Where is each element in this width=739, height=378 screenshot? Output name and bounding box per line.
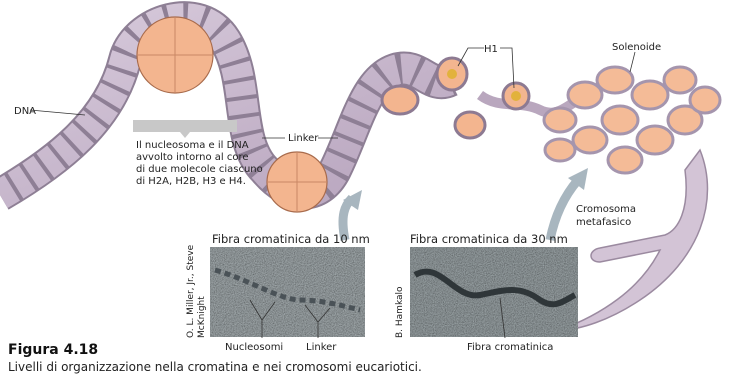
- arrow-head: [343, 190, 362, 210]
- callout-line: Il nucleosoma e il DNA: [136, 140, 249, 151]
- label: Cromosoma: [576, 204, 636, 215]
- leader: [499, 297, 506, 339]
- leader: [261, 301, 276, 321]
- credit: McKnight: [197, 296, 207, 338]
- callout-pointer: [180, 132, 190, 138]
- label: metafasico: [576, 217, 631, 228]
- figure-number: Figura 4.18: [8, 342, 98, 358]
- h1: [511, 91, 521, 101]
- callout-line: di due molecole ciascuno: [136, 164, 263, 175]
- micrograph-fiber: [214, 267, 361, 313]
- micrograph-label: Fibra cromatinica: [467, 342, 553, 353]
- dna-ribbon-inner: [0, 3, 457, 208]
- callout-line: di H2A, H2B, H3 e H4.: [136, 176, 246, 187]
- leader: [457, 47, 484, 67]
- nucleosome: [266, 151, 328, 213]
- micrograph-label: Linker: [306, 342, 337, 353]
- solenoid: [542, 65, 722, 175]
- h1: [447, 69, 457, 79]
- label: Linker: [288, 133, 319, 144]
- leader: [500, 47, 515, 89]
- callout-line: avvolto intorno al core: [136, 152, 249, 163]
- micrograph-title: Fibra cromatinica da 30 nm: [410, 232, 568, 246]
- credit: O. L. Miller, Jr., Steve: [186, 244, 196, 338]
- micrograph-title: Fibra cromatinica da 10 nm: [212, 232, 370, 246]
- leader: [629, 51, 636, 73]
- label: DNA: [14, 106, 36, 117]
- chromosome: [559, 148, 709, 331]
- callout-bar: [133, 120, 237, 132]
- leader: [29, 109, 86, 116]
- arrow-head: [568, 168, 588, 190]
- micrograph: [210, 247, 365, 337]
- label: Solenoide: [612, 42, 661, 53]
- micrograph-fiber: [413, 268, 577, 308]
- arrow: [545, 177, 582, 241]
- credit: B. Hamkalo: [395, 286, 405, 338]
- nucleosome-small: [380, 56, 531, 140]
- nucleosome: [136, 16, 214, 94]
- leader: [317, 307, 331, 323]
- figure-caption: Livelli di organizzazione nella cromatin…: [8, 360, 422, 374]
- label: H1: [484, 44, 498, 55]
- micrograph-label: Nucleosomi: [225, 342, 283, 353]
